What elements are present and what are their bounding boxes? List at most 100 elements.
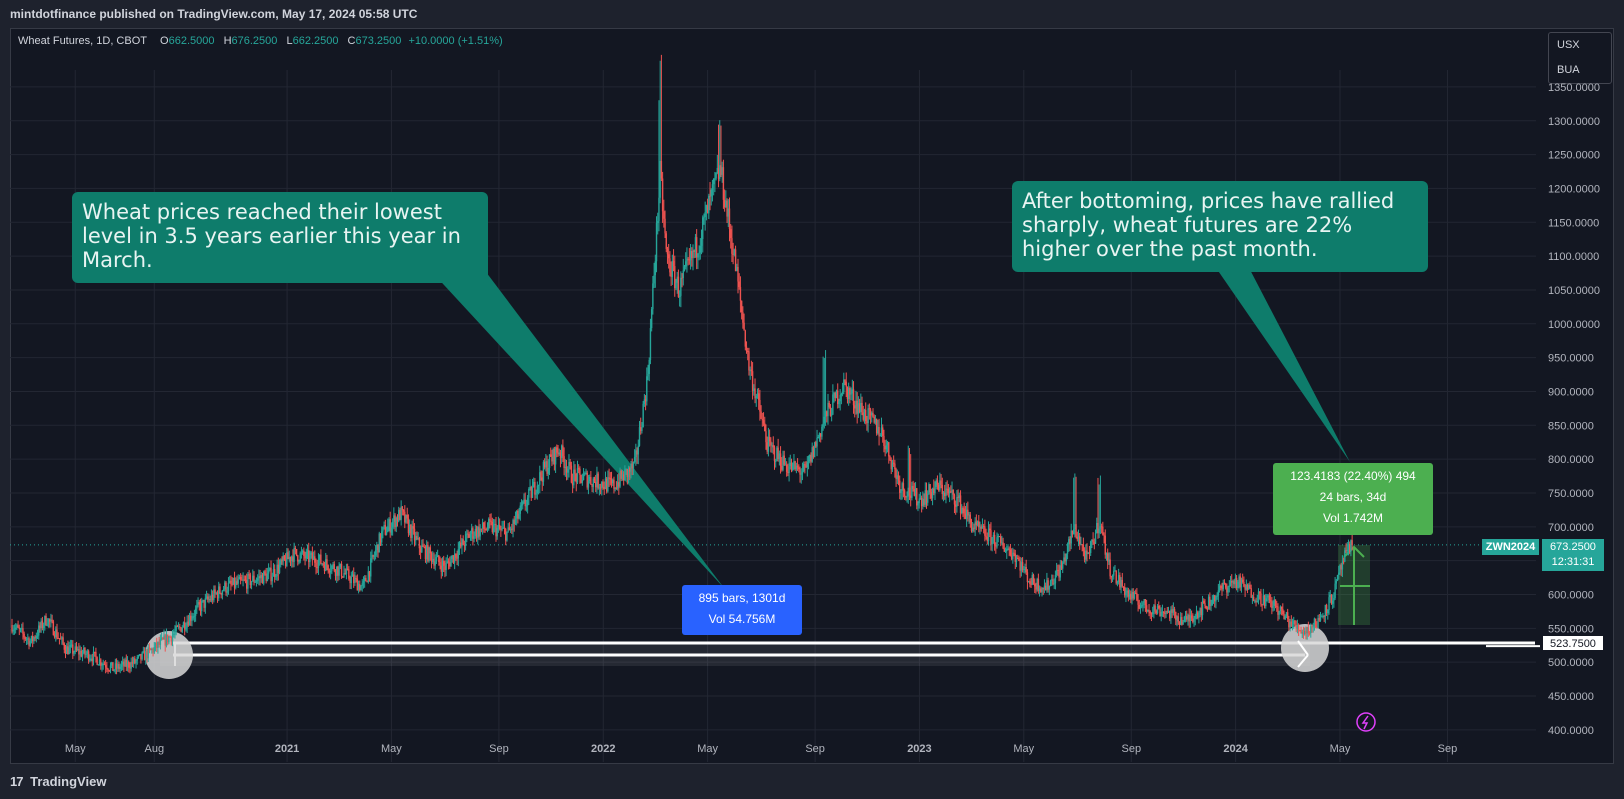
candle-body xyxy=(1026,572,1029,583)
candle-body xyxy=(1130,593,1132,600)
candle-body xyxy=(418,537,421,549)
candle-body xyxy=(529,486,531,490)
candle-body xyxy=(424,546,427,560)
candle-body xyxy=(1226,587,1228,593)
candle-body xyxy=(396,517,399,522)
candle-body xyxy=(170,636,173,642)
candle-body xyxy=(138,653,141,656)
candle-body xyxy=(934,487,936,494)
candle-body xyxy=(1183,616,1186,622)
candle-body xyxy=(325,559,327,571)
tradingview-footer[interactable]: 17 TradingView xyxy=(10,770,106,794)
candle-body xyxy=(863,409,866,420)
candle-body xyxy=(295,549,298,556)
chart-frame[interactable] xyxy=(10,28,1614,764)
candle-body xyxy=(748,351,750,371)
support-level-tag[interactable]: 523.7500 xyxy=(1542,635,1604,651)
candle-body xyxy=(1271,601,1273,608)
candle-body xyxy=(247,574,249,589)
candle-body xyxy=(627,467,630,477)
candle-body xyxy=(1189,615,1192,622)
candle-body xyxy=(1074,524,1076,530)
candle-body xyxy=(621,474,624,479)
candle-body xyxy=(243,579,245,581)
replay-flash-icon[interactable] xyxy=(1356,712,1376,732)
candle-body xyxy=(669,258,671,273)
candle-body xyxy=(553,448,556,465)
candle-body xyxy=(1244,586,1246,590)
left-callout-pointer xyxy=(432,272,724,588)
candle-body xyxy=(1166,610,1168,613)
candle-body xyxy=(1080,544,1082,546)
candle-body xyxy=(1261,604,1263,606)
candle-body xyxy=(969,514,971,523)
candle-body xyxy=(259,576,261,579)
candle-body xyxy=(1350,540,1352,552)
candle-body xyxy=(118,663,120,669)
low-point-marker-right[interactable] xyxy=(1281,624,1329,672)
candle-body xyxy=(531,487,534,498)
candle-body xyxy=(321,563,323,565)
unit-label[interactable]: BUA xyxy=(1557,64,1580,76)
short-measure-label[interactable]: 123.4183 (22.40%) 494 24 bars, 34d Vol 1… xyxy=(1273,463,1433,535)
currency-unit-box[interactable]: USX BUA xyxy=(1548,32,1612,84)
left-callout[interactable]: Wheat prices reached their lowest level … xyxy=(72,192,488,283)
candle-body xyxy=(524,499,526,507)
candles[interactable] xyxy=(11,54,1353,675)
candle-body xyxy=(981,525,984,529)
candle-body xyxy=(591,484,593,487)
symbol-price-tag[interactable]: ZWN2024 xyxy=(1482,539,1539,555)
candle-body xyxy=(1234,577,1237,585)
candle-body xyxy=(1228,585,1231,587)
candle-body xyxy=(66,646,68,654)
candle-body xyxy=(1199,607,1201,614)
candle-body xyxy=(812,447,815,458)
candle-body xyxy=(322,563,325,565)
candle-body xyxy=(1081,544,1083,546)
candle-body xyxy=(1259,591,1261,594)
candle-body xyxy=(425,544,428,560)
right-callout[interactable]: After bottoming, prices have rallied sha… xyxy=(1012,181,1428,272)
legend-symbol[interactable]: Wheat Futures, 1D, CBOT xyxy=(18,35,147,47)
candle-body xyxy=(948,491,951,494)
candle-body xyxy=(22,628,24,634)
candle-body xyxy=(749,369,751,371)
candle-body xyxy=(909,495,912,498)
candle-body xyxy=(1237,581,1239,588)
candle-body xyxy=(1195,612,1198,617)
currency-label[interactable]: USX xyxy=(1557,39,1580,51)
candle-body xyxy=(1255,600,1257,602)
candle-body xyxy=(860,402,862,412)
candle-body xyxy=(273,569,276,577)
candle-body xyxy=(663,211,665,219)
candle-body xyxy=(1075,524,1077,537)
last-price-tag[interactable]: 673.2500 12:31:31 xyxy=(1542,539,1604,571)
candle-body xyxy=(334,570,337,576)
candle-body xyxy=(993,534,996,546)
candle-body xyxy=(703,216,705,218)
candle-body xyxy=(430,553,433,562)
candle-body xyxy=(1254,600,1256,602)
time-axis[interactable]: May Aug 2021 May Sep 2022 May Sep 2023 May Sep 2024… xyxy=(65,743,1457,755)
candle-body xyxy=(102,663,104,666)
candle-body xyxy=(927,493,929,503)
candle-body xyxy=(946,488,948,490)
candle-body xyxy=(390,527,393,533)
candle-body xyxy=(796,465,799,468)
candle-body xyxy=(534,481,536,495)
candle-body xyxy=(894,463,896,470)
candle-body xyxy=(989,528,991,531)
candle-body xyxy=(954,504,957,507)
candle-body xyxy=(393,515,395,522)
candle-body xyxy=(730,229,732,239)
candle-body xyxy=(114,663,117,670)
candle-body xyxy=(346,568,349,570)
candle-body xyxy=(269,567,271,571)
candle-body xyxy=(608,477,610,479)
candle-body xyxy=(781,465,783,470)
candle-body xyxy=(737,266,739,282)
candle-body xyxy=(654,261,657,276)
long-measure-label[interactable]: 895 bars, 1301d Vol 54.756M xyxy=(682,585,802,635)
candle-body xyxy=(1099,526,1102,529)
